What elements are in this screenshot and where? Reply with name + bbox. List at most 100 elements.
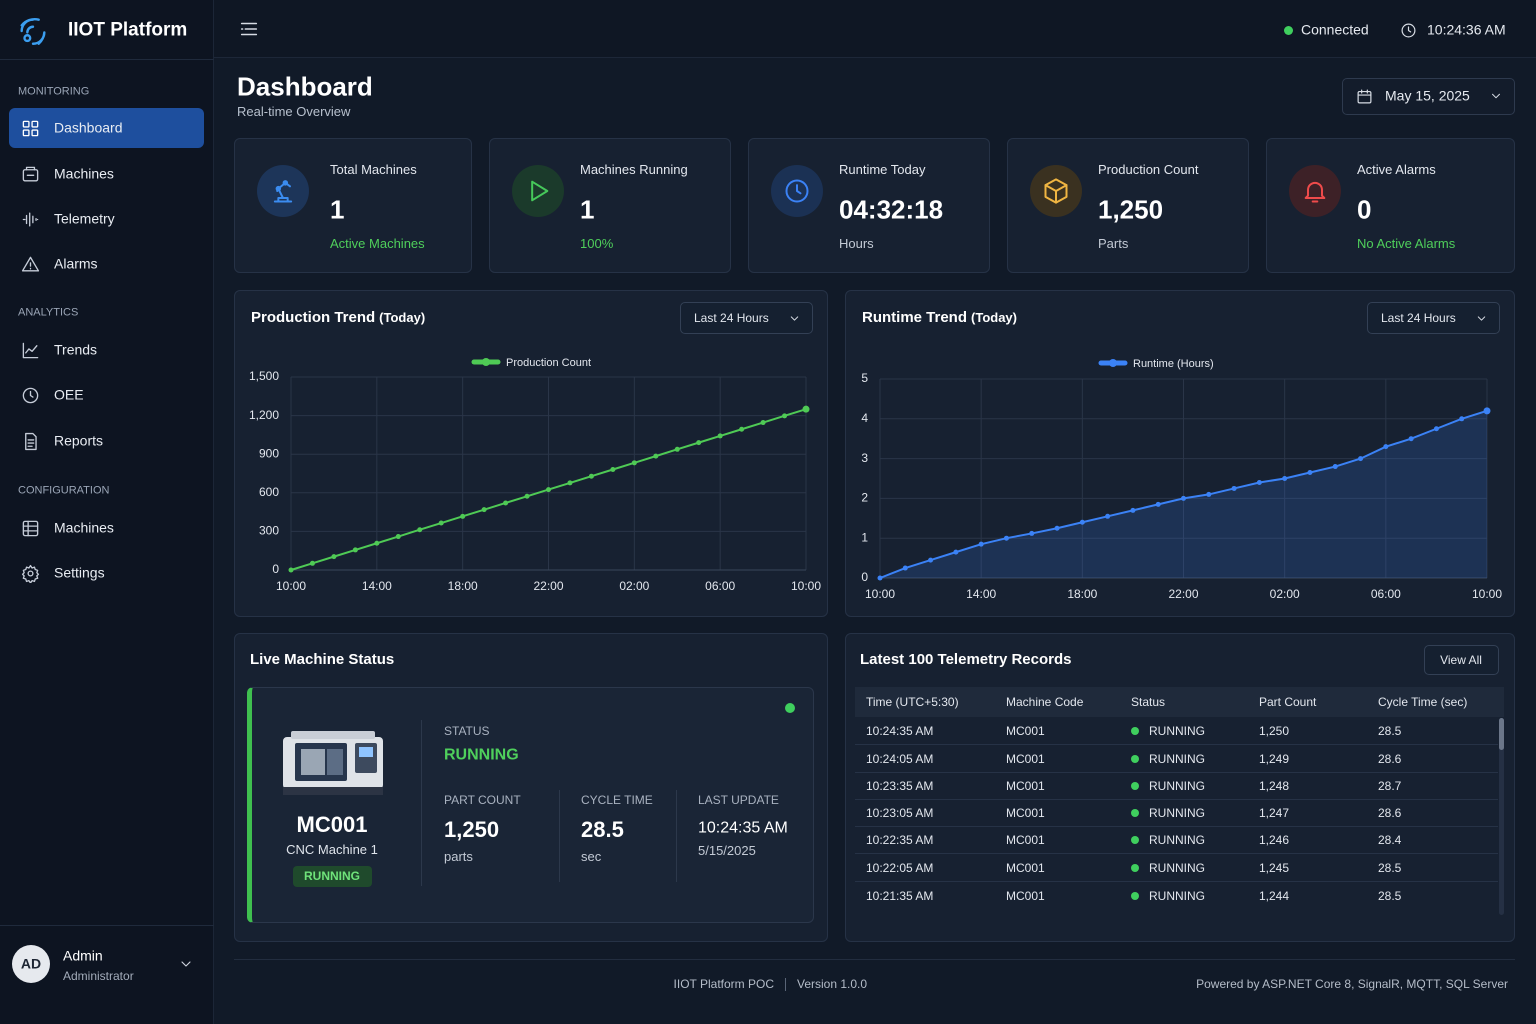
cell: 10:22:05 AM (866, 860, 934, 875)
footer-separator (785, 978, 786, 991)
icon-part (275, 185, 282, 192)
chart-title-suffix: (Today) (379, 310, 426, 325)
date-picker[interactable] (1342, 78, 1515, 115)
icon-part (20, 18, 46, 45)
kpi-label: Total Machines (330, 162, 417, 178)
kpi-label: Production Count (1098, 162, 1199, 178)
icon-part (26, 438, 34, 447)
live-dot (785, 703, 795, 713)
kpi-label: Machines Running (580, 162, 688, 178)
kpi-value: 1,250 (1098, 194, 1164, 225)
range-selector-label: Last 24 Hours (694, 310, 769, 325)
nav-icon (22, 342, 38, 358)
x-tick-label: 22:00 (533, 579, 563, 593)
data-point (374, 540, 380, 546)
nav-label: Telemetry (54, 210, 115, 227)
nav-section: ANALYTICS (18, 306, 79, 319)
icon-part (21, 256, 39, 272)
view-all-button[interactable] (1424, 645, 1499, 675)
icon-part (301, 749, 325, 775)
part-count-value: 1,250 (444, 816, 500, 842)
data-point (352, 547, 358, 553)
icon-part (22, 387, 38, 403)
topbar (214, 0, 1536, 58)
range-selector-label: Last 24 Hours (1381, 310, 1456, 325)
legend-swatch-dot (1109, 359, 1117, 367)
x-tick-label: 14:00 (966, 587, 996, 601)
x-tick-label: 06:00 (705, 579, 735, 593)
icon-part (240, 22, 258, 36)
kpi-value: 04:32:18 (839, 194, 944, 225)
nav-section: MONITORING (18, 85, 90, 98)
footer-left: IIOT Platform POC (673, 976, 774, 991)
cell: RUNNING (1149, 723, 1205, 738)
data-point (717, 433, 723, 439)
data-point (1054, 525, 1060, 531)
nav-icon (22, 166, 38, 182)
nav-item[interactable] (9, 108, 204, 148)
icon-part (25, 166, 35, 176)
view-all-label: View All (1440, 652, 1482, 667)
data-point (902, 565, 908, 571)
icon-part (22, 520, 38, 536)
icon-part (22, 342, 38, 358)
footer-version: Version 1.0.0 (797, 976, 868, 991)
y-tick-label: 0 (272, 562, 279, 576)
data-point (1332, 464, 1338, 470)
chart-plot: 0 300 600 900 1,200 1,500 10:00 14:00 18:00 22:00… (249, 357, 821, 593)
icon-part (22, 168, 38, 182)
x-tick-label: 18:00 (448, 579, 478, 593)
kpi-value: 1 (580, 194, 595, 225)
icon-part (30, 128, 38, 136)
page-title: Dashboard (237, 71, 373, 102)
scrollbar-thumb[interactable] (1499, 718, 1504, 750)
icon-part (359, 747, 373, 757)
divider (0, 59, 214, 60)
data-point (331, 554, 337, 560)
cell: MC001 (1006, 723, 1045, 738)
icon-part (1407, 25, 1411, 33)
cycle-value: 28.5 (581, 816, 624, 842)
status-value: RUNNING (444, 746, 519, 764)
status-dot (1131, 782, 1139, 790)
icon-part (1357, 89, 1371, 96)
update-label: LAST UPDATE (698, 792, 779, 807)
cell: 10:21:35 AM (866, 888, 934, 903)
nav-label: Settings (54, 564, 105, 581)
icon-part (1477, 315, 1485, 321)
kpi-note: Hours (839, 236, 874, 252)
data-point (1155, 501, 1161, 507)
row-divider (855, 772, 1498, 773)
avatar: AD (12, 945, 50, 983)
footer-divider (234, 959, 1515, 960)
brand: IIOT Platform (68, 19, 188, 41)
data-point (978, 541, 984, 547)
data-point (1383, 444, 1389, 450)
x-tick-label: 02:00 (1270, 587, 1300, 601)
data-point (1003, 535, 1009, 541)
range-selector[interactable]: Last 24 Hours (680, 302, 813, 334)
kpi-icon (273, 180, 293, 203)
cell: 10:23:35 AM (866, 778, 934, 793)
status-dot (1131, 727, 1139, 735)
machine-image (283, 731, 383, 795)
status-dot (1131, 809, 1139, 817)
status-badge (293, 866, 372, 887)
data-point (696, 440, 702, 446)
icon-part (273, 181, 293, 203)
cell: 1,246 (1259, 832, 1290, 847)
data-point (1181, 495, 1186, 501)
nav-section: CONFIGURATION (18, 484, 110, 497)
logo (20, 18, 46, 45)
icon-part (796, 184, 802, 195)
y-tick-label: 0 (861, 570, 868, 584)
cell: 28.4 (1378, 832, 1402, 847)
kpi-value: 1 (330, 194, 345, 225)
kpi-icon (1304, 181, 1326, 203)
cell: 28.5 (1378, 888, 1402, 903)
machine-name: CNC Machine 1 (286, 842, 378, 858)
icon-part (181, 961, 191, 967)
cell: MC001 (1006, 751, 1045, 766)
y-tick-label: 1,200 (249, 408, 279, 422)
range-selector[interactable]: Last 24 Hours (1367, 302, 1500, 334)
